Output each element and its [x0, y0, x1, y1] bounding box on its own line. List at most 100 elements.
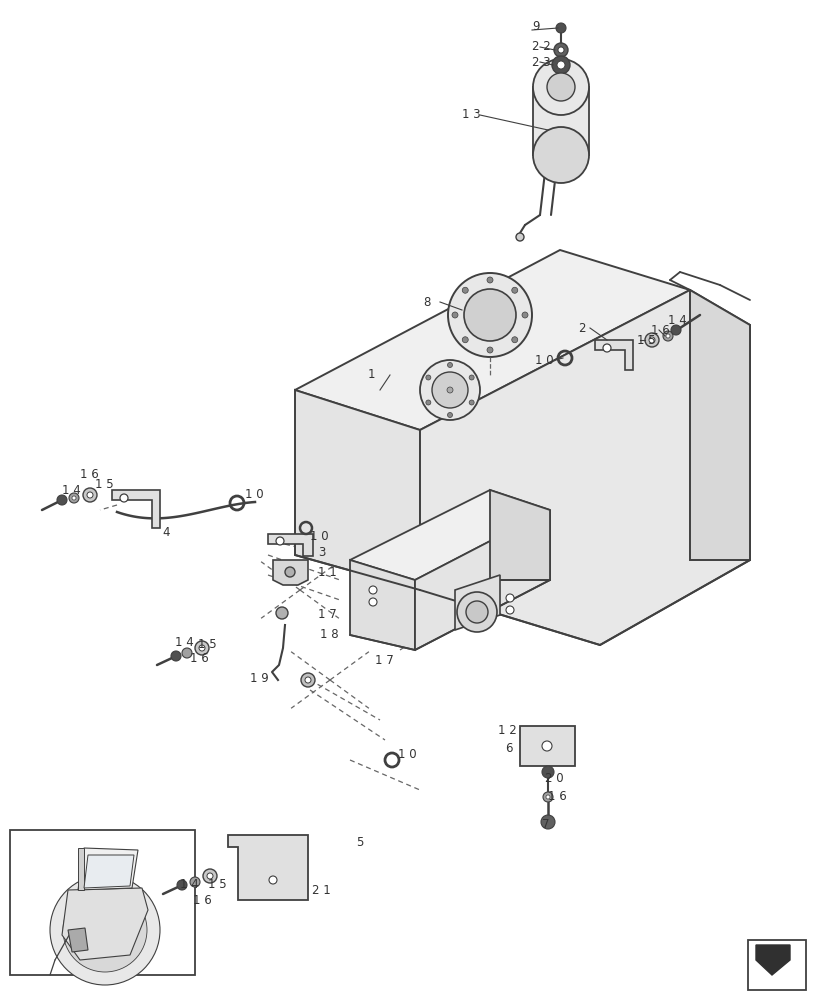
Circle shape — [426, 400, 431, 405]
Text: 1 6: 1 6 — [548, 790, 567, 802]
Text: 1 5: 1 5 — [637, 334, 655, 347]
Circle shape — [369, 598, 377, 606]
Circle shape — [426, 375, 431, 380]
Polygon shape — [78, 848, 84, 890]
Text: 1 4: 1 4 — [62, 484, 81, 496]
Circle shape — [285, 567, 295, 577]
Polygon shape — [520, 726, 575, 766]
Polygon shape — [420, 290, 750, 645]
Polygon shape — [112, 490, 160, 528]
Circle shape — [369, 586, 377, 594]
Text: 1 6: 1 6 — [651, 324, 670, 336]
Circle shape — [557, 61, 565, 69]
Text: 1 5: 1 5 — [208, 879, 227, 892]
Circle shape — [603, 344, 611, 352]
Circle shape — [542, 741, 552, 751]
Text: 1 7: 1 7 — [318, 608, 337, 621]
Circle shape — [466, 601, 488, 623]
Circle shape — [276, 537, 284, 545]
Circle shape — [447, 362, 453, 367]
Text: 8: 8 — [423, 296, 430, 308]
Text: 2 1: 2 1 — [312, 884, 330, 896]
Polygon shape — [595, 340, 633, 370]
Bar — [748, 940, 806, 990]
Circle shape — [645, 333, 659, 347]
Polygon shape — [62, 888, 148, 960]
Polygon shape — [78, 848, 138, 890]
Circle shape — [462, 337, 468, 343]
Polygon shape — [690, 290, 750, 560]
Polygon shape — [295, 250, 690, 430]
Circle shape — [190, 877, 200, 887]
Circle shape — [522, 312, 528, 318]
Circle shape — [649, 337, 655, 343]
Circle shape — [556, 23, 566, 33]
Polygon shape — [228, 835, 308, 900]
Text: 1 0: 1 0 — [310, 530, 329, 542]
Circle shape — [195, 641, 209, 655]
Circle shape — [554, 43, 568, 57]
Text: 3: 3 — [318, 546, 326, 558]
Polygon shape — [350, 560, 415, 650]
Circle shape — [120, 494, 128, 502]
Circle shape — [516, 233, 524, 241]
Polygon shape — [268, 534, 313, 556]
Text: 1 0: 1 0 — [398, 748, 417, 762]
Circle shape — [462, 287, 468, 293]
Circle shape — [69, 493, 79, 503]
Circle shape — [533, 127, 589, 183]
Circle shape — [177, 880, 187, 890]
Circle shape — [666, 334, 670, 338]
Circle shape — [199, 645, 205, 651]
Circle shape — [182, 648, 192, 658]
Circle shape — [448, 273, 532, 357]
Text: 2 2: 2 2 — [532, 40, 551, 53]
Circle shape — [171, 651, 181, 661]
Text: 1 5: 1 5 — [198, 639, 216, 652]
Circle shape — [447, 412, 453, 418]
Text: 6: 6 — [505, 742, 512, 754]
Circle shape — [83, 488, 97, 502]
Polygon shape — [533, 87, 589, 155]
Circle shape — [547, 73, 575, 101]
Text: 9: 9 — [532, 20, 539, 33]
Text: 1 5: 1 5 — [95, 479, 113, 491]
Text: 1 6: 1 6 — [80, 468, 99, 482]
Text: 7: 7 — [542, 818, 549, 832]
Circle shape — [541, 815, 555, 829]
Circle shape — [63, 888, 147, 972]
Circle shape — [469, 375, 474, 380]
Text: 1 2: 1 2 — [498, 724, 517, 736]
Polygon shape — [756, 945, 790, 975]
Circle shape — [72, 496, 76, 500]
Circle shape — [305, 677, 311, 683]
Text: 1 0: 1 0 — [245, 488, 264, 502]
Bar — [10, 830, 195, 975]
Text: 1 8: 1 8 — [320, 629, 339, 642]
Polygon shape — [84, 855, 134, 888]
Circle shape — [487, 277, 493, 283]
Text: 1 6: 1 6 — [190, 652, 209, 664]
Circle shape — [558, 47, 564, 53]
Circle shape — [457, 592, 497, 632]
Circle shape — [269, 876, 277, 884]
Circle shape — [671, 325, 681, 335]
Circle shape — [207, 873, 213, 879]
Circle shape — [542, 766, 554, 778]
Text: 1 9: 1 9 — [250, 672, 268, 684]
Text: 1 6: 1 6 — [193, 894, 211, 906]
Polygon shape — [455, 575, 500, 630]
Text: 1 4: 1 4 — [668, 314, 687, 326]
Text: 2: 2 — [578, 322, 586, 334]
Polygon shape — [68, 928, 88, 952]
Text: 1 4: 1 4 — [180, 879, 199, 892]
Circle shape — [663, 331, 673, 341]
Polygon shape — [490, 490, 550, 580]
Circle shape — [506, 606, 514, 614]
Circle shape — [203, 869, 217, 883]
Circle shape — [512, 337, 517, 343]
Circle shape — [506, 594, 514, 602]
Text: 1 4: 1 4 — [175, 637, 193, 650]
Text: 1: 1 — [368, 368, 375, 381]
Polygon shape — [295, 390, 420, 590]
